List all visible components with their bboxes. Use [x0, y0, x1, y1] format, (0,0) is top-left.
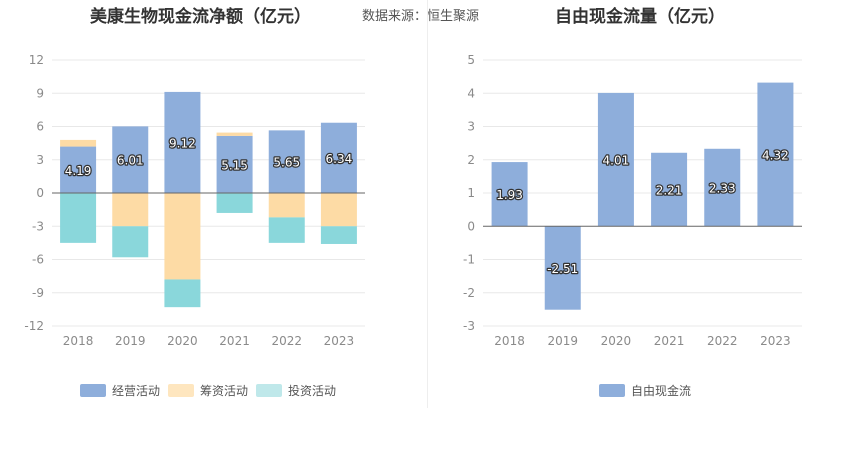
data-label: 2.21	[656, 184, 683, 198]
bar-free-cash-flow	[597, 92, 634, 227]
legend-label: 筹资活动	[200, 384, 248, 398]
y-tick-label: 3	[36, 153, 44, 167]
bar-operating	[216, 135, 253, 193]
y-tick-label: 9	[36, 86, 44, 100]
x-tick-label: 2018	[63, 334, 94, 348]
y-tick-label: 12	[29, 53, 44, 67]
data-label: 6.01	[117, 154, 144, 168]
data-label: 4.01	[603, 154, 630, 168]
x-tick-label: 2020	[601, 334, 632, 348]
y-tick-label: 0	[467, 219, 475, 233]
bar-operating	[164, 91, 201, 193]
x-tick-label: 2022	[271, 334, 302, 348]
y-tick-label: -12	[24, 319, 44, 333]
bar-investing	[320, 226, 357, 244]
bar-operating	[60, 146, 97, 193]
x-tick-label: 2021	[219, 334, 250, 348]
x-tick-label: 2022	[707, 334, 738, 348]
y-tick-label: 0	[36, 186, 44, 200]
y-tick-label: 3	[467, 120, 475, 134]
bar-financing	[112, 193, 149, 227]
bar-free-cash-flow	[651, 152, 688, 227]
bar-financing	[216, 132, 253, 136]
data-label: -2.51	[547, 262, 578, 276]
right-chart-title: 自由现金流量（亿元）	[555, 7, 725, 27]
legend-swatch	[599, 384, 625, 397]
legend-label: 投资活动	[288, 383, 336, 398]
bar-financing	[164, 193, 201, 280]
x-tick-label: 2019	[547, 334, 578, 348]
bar-free-cash-flow	[491, 162, 528, 227]
y-tick-label: 1	[467, 186, 475, 200]
bar-operating	[268, 130, 305, 193]
y-tick-label: 6	[36, 120, 44, 134]
x-tick-label: 2023	[324, 334, 355, 348]
data-label: 6.34	[326, 152, 353, 166]
legend-swatch	[168, 384, 194, 397]
data-label: 1.93	[496, 188, 523, 202]
x-tick-label: 2018	[494, 334, 525, 348]
x-tick-label: 2020	[167, 334, 198, 348]
bar-financing	[60, 139, 97, 147]
x-tick-label: 2019	[115, 334, 146, 348]
data-label: 5.65	[273, 156, 300, 170]
data-label: 5.15	[221, 158, 248, 172]
left-chart-title: 美康生物现金流净额（亿元）	[90, 7, 311, 27]
bar-investing	[268, 217, 305, 243]
bar-financing	[320, 193, 357, 227]
y-tick-label: -1	[463, 253, 475, 267]
bar-investing	[60, 193, 97, 243]
legend-label: 经营活动	[112, 384, 160, 398]
bar-investing	[216, 193, 253, 213]
bar-investing	[112, 226, 149, 258]
y-tick-label: 2	[467, 153, 475, 167]
data-label: 4.19	[65, 164, 92, 178]
bar-free-cash-flow	[544, 226, 581, 310]
bar-operating	[112, 126, 149, 193]
data-source-label: 数据来源：恒生聚源	[362, 9, 480, 24]
data-label: 4.32	[762, 148, 789, 162]
bar-free-cash-flow	[757, 82, 794, 227]
legend-label: 自由现金流	[631, 383, 691, 398]
y-tick-label: 5	[467, 53, 475, 67]
data-label: 2.33	[709, 182, 736, 196]
bar-free-cash-flow	[704, 148, 741, 227]
y-tick-label: -2	[463, 286, 475, 300]
y-tick-label: 4	[467, 86, 475, 100]
y-tick-label: -3	[463, 319, 475, 333]
legend-swatch	[256, 384, 282, 397]
x-tick-label: 2023	[760, 334, 791, 348]
bar-investing	[164, 279, 201, 308]
legend-swatch	[80, 384, 106, 397]
x-tick-label: 2021	[654, 334, 685, 348]
data-label: 9.12	[169, 136, 196, 150]
y-tick-label: -3	[32, 219, 44, 233]
y-tick-label: -6	[32, 253, 44, 267]
bar-operating	[320, 122, 357, 193]
y-tick-label: -9	[32, 286, 44, 300]
chart-divider	[427, 0, 428, 408]
bar-financing	[268, 193, 305, 218]
